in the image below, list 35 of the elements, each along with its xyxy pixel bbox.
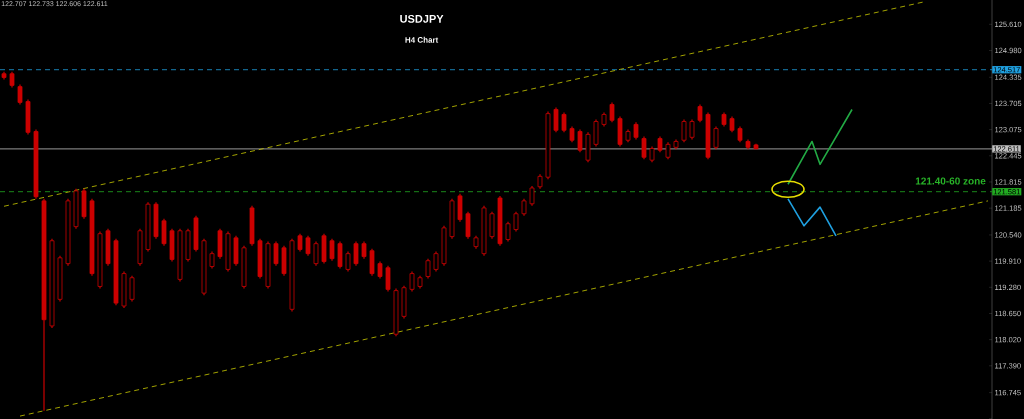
candlestick [529,185,535,207]
candlestick [713,125,719,150]
candlestick [409,270,415,293]
candlestick [385,265,391,293]
text: USDJPY [400,14,444,23]
candlestick [505,221,511,243]
candlestick [313,240,319,267]
candlestick [561,111,567,133]
candlestick [465,211,471,240]
candlestick [681,118,687,143]
candlestick [489,211,495,240]
line-series [787,108,853,186]
candlestick [457,193,463,223]
candlestick [609,101,615,123]
candlestick [305,235,311,257]
candlestick [161,218,167,247]
candlestick [353,240,359,267]
candlestick [433,250,439,273]
candlestick [641,135,647,160]
annotation: 121.40-60 zone [915,177,986,185]
candlestick [17,83,23,106]
candlestick [369,248,375,277]
candlestick [577,128,583,153]
candlestick [129,275,135,303]
line-series [787,198,837,237]
text: H4 Chart [405,36,439,43]
candlestick [425,258,431,280]
candlestick [273,240,279,267]
candlestick [553,106,559,133]
candlestick [337,240,343,270]
candlestick [329,238,335,262]
candlestick [593,118,599,148]
candlestick [345,250,351,273]
candlestick [689,118,695,140]
candlestick [513,211,519,233]
